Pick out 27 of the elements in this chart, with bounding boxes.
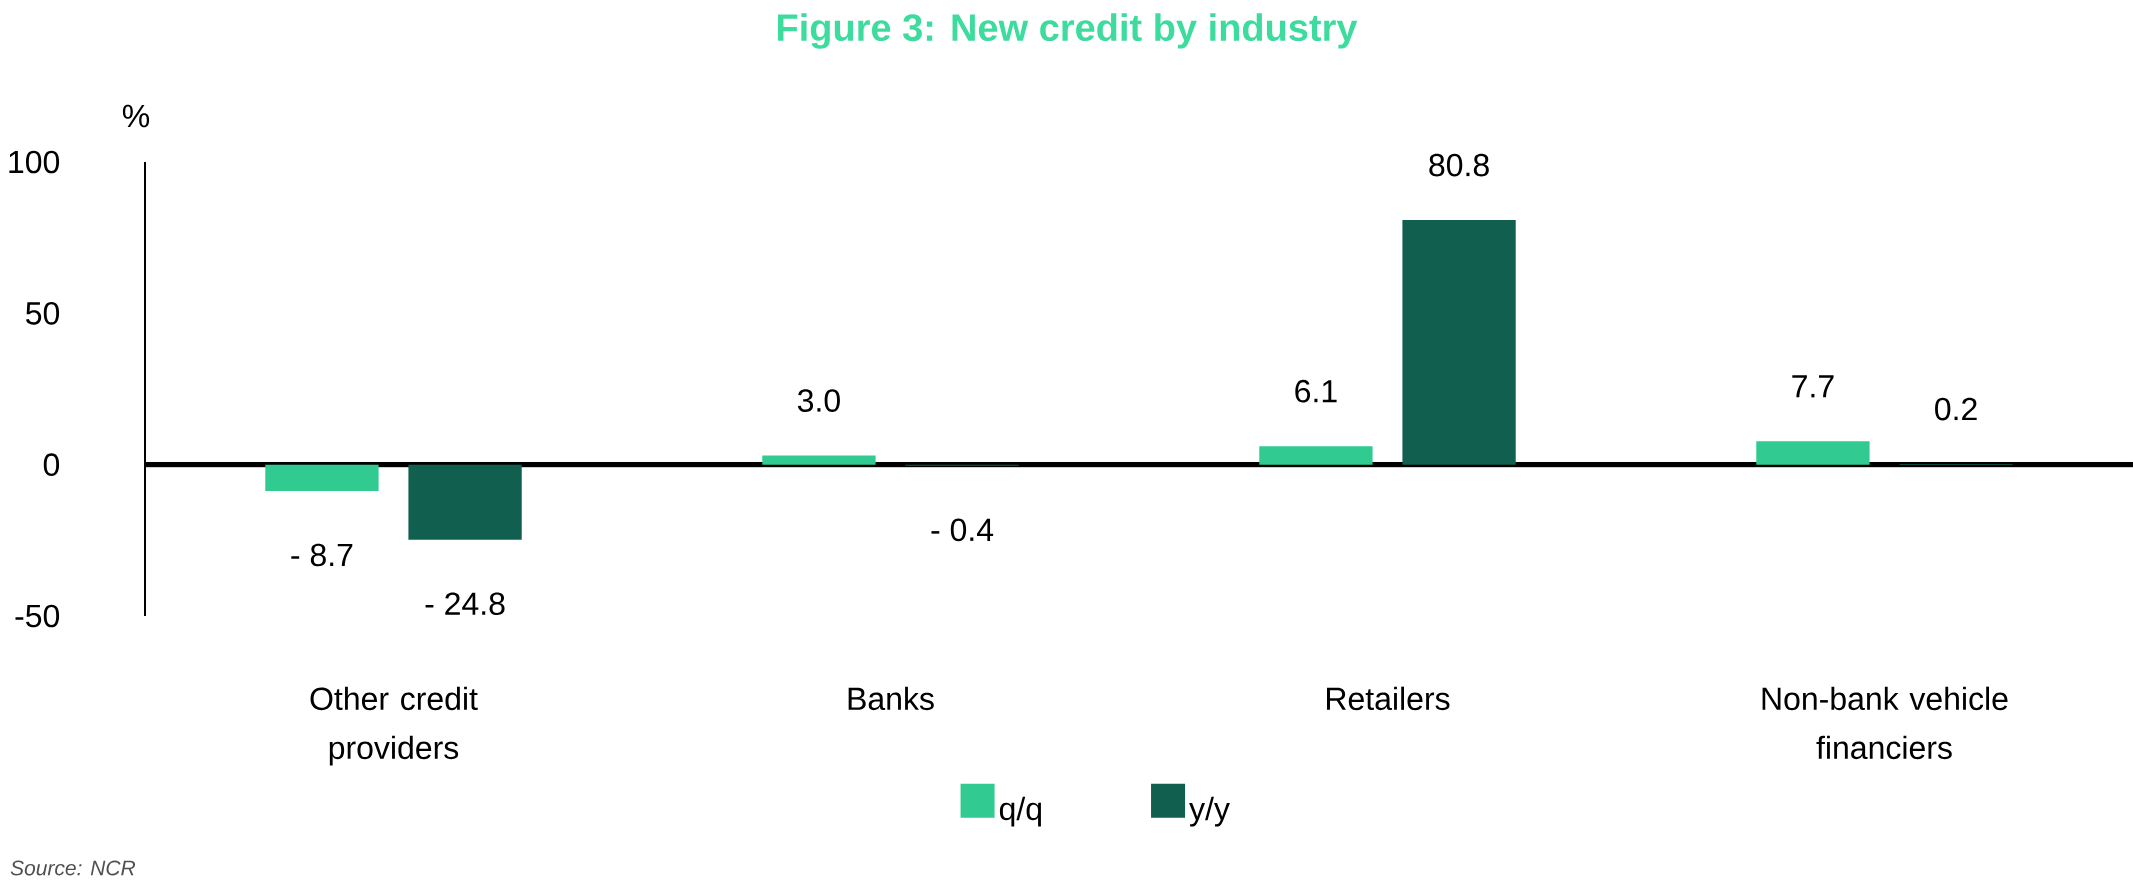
y-axis-title: % [122, 104, 150, 128]
data-label: 3.0 [797, 389, 840, 412]
data-label: - 8.7 [291, 543, 353, 567]
x-tick-label: Other credit providers [310, 686, 478, 766]
data-label: - 0.4 [931, 518, 994, 542]
data-label: 0.2 [1935, 397, 1977, 421]
bar [762, 455, 876, 465]
source-note: Source: NCR [10, 860, 136, 876]
y-tick-label: 100 [9, 150, 60, 174]
bar [408, 464, 522, 540]
bar [1756, 441, 1870, 465]
data-label: 7.7 [1792, 375, 1834, 398]
legend-label: q/q [999, 796, 1041, 827]
y-tick-label: 0 [43, 453, 60, 476]
bar [1402, 220, 1516, 465]
x-tick-label: Retailers [1327, 686, 1450, 711]
bar [265, 464, 379, 491]
data-label: 6.1 [1295, 379, 1337, 403]
y-tick-label: 50 [26, 302, 60, 325]
legend-label: y/y [1189, 796, 1230, 827]
data-label: - 24.8 [425, 592, 505, 616]
bar [1259, 446, 1373, 465]
x-tick-label: Non-bank vehicle financiers [1762, 686, 2008, 760]
chart-title: Figure 3: New credit by industry [778, 13, 1358, 49]
data-label: 80.8 [1429, 153, 1489, 177]
x-tick-label: Banks [848, 686, 934, 711]
y-tick-label: -50 [15, 604, 60, 628]
